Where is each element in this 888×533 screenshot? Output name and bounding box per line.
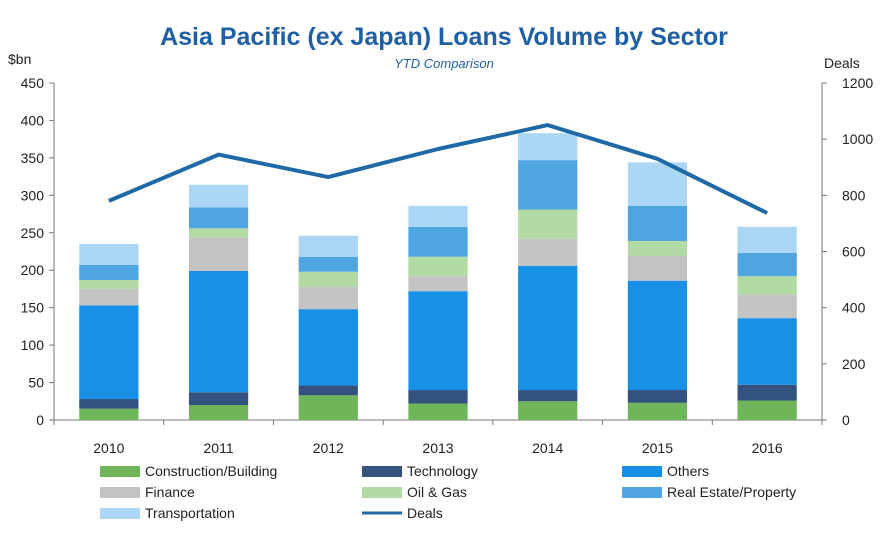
bar-segment xyxy=(298,286,358,310)
bar-segment xyxy=(737,226,797,253)
bar-segment xyxy=(298,235,358,257)
legend-swatch xyxy=(622,466,662,477)
bar-segment xyxy=(408,256,468,277)
bar-segment xyxy=(518,265,578,391)
x-tick-label: 2014 xyxy=(532,440,563,456)
legend-label: Finance xyxy=(145,484,195,500)
bar-segment xyxy=(737,294,797,319)
bars xyxy=(79,133,797,420)
right-tick-label: 0 xyxy=(842,412,850,428)
right-tick-label: 400 xyxy=(842,300,866,316)
bar-segment xyxy=(298,385,358,396)
bar-segment xyxy=(188,405,249,420)
left-tick-label: 250 xyxy=(21,225,45,241)
legend-swatch xyxy=(100,466,140,477)
bar-segment xyxy=(518,238,578,266)
x-tick-label: 2011 xyxy=(204,440,234,456)
x-tick-label: 2012 xyxy=(313,440,344,456)
left-tick-label: 350 xyxy=(21,150,45,166)
bar-segment xyxy=(298,309,358,386)
bar-segment xyxy=(408,226,468,257)
legend-label: Technology xyxy=(407,463,478,479)
legend-label: Transportation xyxy=(145,505,235,521)
bar-segment xyxy=(298,271,358,287)
legend-label: Oil & Gas xyxy=(407,484,467,500)
bar-segment xyxy=(188,392,249,406)
bar-segment xyxy=(518,390,578,402)
bar-segment xyxy=(627,205,688,242)
bar-segment xyxy=(627,280,688,391)
bar-segment xyxy=(79,305,139,400)
right-tick-label: 600 xyxy=(842,244,866,260)
bar-segment xyxy=(79,279,139,289)
x-tick-label: 2013 xyxy=(422,440,453,456)
bar-segment xyxy=(737,318,797,385)
bar-segment xyxy=(518,133,578,161)
bar-segment xyxy=(627,241,688,256)
legend-swatch xyxy=(622,487,662,498)
left-tick-label: 150 xyxy=(21,300,45,316)
left-tick-label: 200 xyxy=(21,262,45,278)
deals-line-path xyxy=(108,123,768,215)
bar-segment xyxy=(737,252,797,277)
bar-segment xyxy=(298,256,358,272)
x-tick-label: 2015 xyxy=(642,440,673,456)
left-axis-unit: $bn xyxy=(8,51,31,67)
left-tick-label: 0 xyxy=(36,412,44,428)
right-tick-label: 1000 xyxy=(842,131,873,147)
bar-segment xyxy=(188,184,249,208)
legend-label: Deals xyxy=(407,505,443,521)
bar-segment xyxy=(298,395,358,420)
bar-segment xyxy=(188,207,249,229)
left-tick-label: 100 xyxy=(21,337,45,353)
bar-segment xyxy=(737,276,797,295)
bar-segment xyxy=(518,401,578,420)
bar-segment xyxy=(518,209,578,239)
bar-segment xyxy=(408,276,468,292)
left-tick-label: 300 xyxy=(21,187,45,203)
legend-swatch xyxy=(100,487,140,498)
left-tick-label: 450 xyxy=(21,75,45,91)
bar-segment xyxy=(188,270,249,393)
bar-segment xyxy=(79,408,139,420)
axes: 0 50 100 150 200 250 300 350 400 450 0 200 400 600 800… xyxy=(21,75,874,456)
bar-segment xyxy=(518,160,578,210)
left-tick-label: 400 xyxy=(21,112,45,128)
legend: Construction/Building Technology Others Fin… xyxy=(100,463,796,521)
bar-segment xyxy=(408,291,468,391)
right-tick-label: 200 xyxy=(842,356,866,372)
bar-segment xyxy=(627,402,688,420)
right-tick-label: 1200 xyxy=(842,75,873,91)
bar-segment xyxy=(408,205,468,227)
legend-label: Real Estate/Property xyxy=(667,484,796,500)
legend-swatch xyxy=(100,508,140,519)
deals-line xyxy=(108,123,768,215)
legend-label: Construction/Building xyxy=(145,463,277,479)
bar-segment xyxy=(79,399,139,409)
bar-segment xyxy=(408,403,468,420)
bar-segment xyxy=(737,400,797,420)
bar-segment xyxy=(79,288,139,306)
x-tick-label: 2010 xyxy=(93,440,124,456)
legend-swatch xyxy=(362,466,402,477)
right-axis-unit: Deals xyxy=(824,55,860,71)
bar-segment xyxy=(408,390,468,404)
left-tick-label: 50 xyxy=(28,375,44,391)
legend-swatch xyxy=(362,487,402,498)
bar-segment xyxy=(627,390,688,403)
legend-label: Others xyxy=(667,463,709,479)
bar-segment xyxy=(79,244,139,265)
bar-segment xyxy=(79,264,139,280)
chart-subtitle: YTD Comparison xyxy=(394,56,494,71)
x-tick-label: 2016 xyxy=(752,440,783,456)
bar-segment xyxy=(188,228,249,238)
chart-title: Asia Pacific (ex Japan) Loans Volume by … xyxy=(160,23,728,51)
bar-segment xyxy=(627,255,688,281)
right-tick-label: 800 xyxy=(842,187,866,203)
bar-segment xyxy=(188,237,249,271)
bar-segment xyxy=(737,384,797,401)
